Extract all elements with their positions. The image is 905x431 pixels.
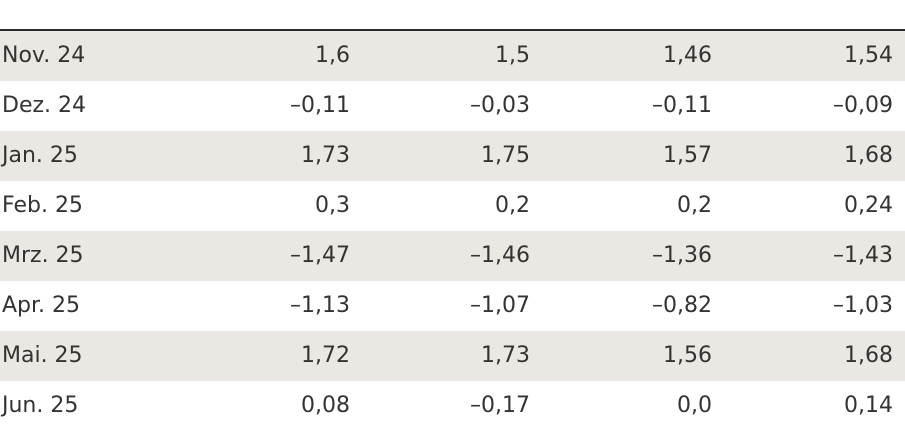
table-row: Jun. 25 0,08 –0,17 0,0 0,14	[0, 381, 905, 431]
page: Nov. 24 1,6 1,5 1,46 1,54 Dez. 24 –0,11 –0,03 –0…	[0, 29, 905, 418]
table-cell: 1,73	[481, 343, 530, 368]
table-row: Apr. 25 –1,13 –1,07 –0,82 –1,03	[0, 281, 905, 331]
table-cell: –0,03	[470, 93, 530, 118]
table-cell: 0,2	[495, 193, 530, 218]
top-rule	[0, 29, 905, 31]
table-cell: 1,75	[481, 143, 530, 168]
table-cell: –1,43	[833, 243, 893, 268]
table-row: Mrz. 25 –1,47 –1,46 –1,36 –1,43	[0, 231, 905, 281]
table-row: Dez. 24 –0,11 –0,03 –0,11 –0,09	[0, 81, 905, 131]
table-cell: –1,07	[470, 293, 530, 318]
table-cell: –1,03	[833, 293, 893, 318]
table-cell: 0,24	[844, 193, 893, 218]
row-label: Feb. 25	[2, 193, 83, 218]
table-cell: 0,3	[315, 193, 350, 218]
table-cell: 0,0	[677, 393, 712, 418]
table-cell: 0,08	[301, 393, 350, 418]
table-row: Feb. 25 0,3 0,2 0,2 0,24	[0, 181, 905, 231]
table-cell: 1,57	[663, 143, 712, 168]
table-cell: 1,56	[663, 343, 712, 368]
table-cell: 0,14	[844, 393, 893, 418]
table-cell: 1,54	[844, 43, 893, 68]
row-label: Mrz. 25	[2, 243, 84, 268]
table-row: Mai. 25 1,72 1,73 1,56 1,68	[0, 331, 905, 381]
table-cell: 1,72	[301, 343, 350, 368]
row-label: Dez. 24	[2, 93, 87, 118]
table-cell: 1,73	[301, 143, 350, 168]
table-cell: 1,46	[663, 43, 712, 68]
table-cell: –0,11	[652, 93, 712, 118]
table-row: Nov. 24 1,6 1,5 1,46 1,54	[0, 31, 905, 81]
row-label: Jan. 25	[2, 143, 78, 168]
row-label: Apr. 25	[2, 293, 81, 318]
table-cell: –0,17	[470, 393, 530, 418]
table-cell: 1,5	[495, 43, 530, 68]
table-cell: –0,82	[652, 293, 712, 318]
table-cell: 1,68	[844, 143, 893, 168]
table-cell: 1,6	[315, 43, 350, 68]
table-cell: –1,36	[652, 243, 712, 268]
table-row: Jan. 25 1,73 1,75 1,57 1,68	[0, 131, 905, 181]
row-label: Nov. 24	[2, 43, 86, 68]
table-cell: –1,13	[290, 293, 350, 318]
table-cell: 1,68	[844, 343, 893, 368]
table-cell: –1,47	[290, 243, 350, 268]
table-cell: –1,46	[470, 243, 530, 268]
row-label: Jun. 25	[2, 393, 79, 418]
row-label: Mai. 25	[2, 343, 83, 368]
table-cell: 0,2	[677, 193, 712, 218]
table-cell: –0,11	[290, 93, 350, 118]
table-cell: –0,09	[833, 93, 893, 118]
